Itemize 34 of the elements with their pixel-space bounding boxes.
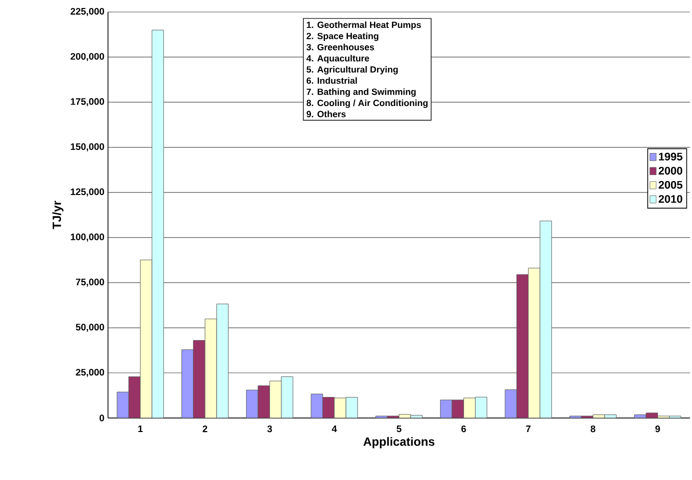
- x-tick-label: 3: [267, 426, 272, 432]
- x-axis-title: Applications: [363, 437, 434, 448]
- legend-label: 1995: [659, 152, 682, 160]
- annotation: 6. Industrial: [306, 77, 357, 84]
- x-tick-label: 1: [138, 426, 143, 432]
- y-tick-label: 200,000: [70, 53, 104, 62]
- x-tick-label: 5: [396, 426, 402, 432]
- y-tick-label: 125,000: [70, 188, 104, 196]
- y-tick-label: 100,000: [70, 234, 104, 242]
- legend-label: 2000: [658, 166, 682, 175]
- x-tick-label: 7: [526, 426, 531, 432]
- y-tick-label: 175,000: [70, 98, 104, 106]
- annotation: 2. Space Heating: [306, 32, 378, 41]
- y-tick-label: 50,000: [76, 324, 104, 332]
- annotation: 7. Bathing and Swimming: [306, 88, 416, 97]
- annotation: 8. Cooling / Air Conditioning: [306, 100, 428, 108]
- y-tick-label: 150,000: [70, 143, 104, 152]
- annotation: 4. Aquaculture: [306, 54, 370, 64]
- x-tick-label: 8: [590, 426, 596, 432]
- legend-label: 2005: [658, 180, 682, 189]
- y-axis-title: TJ/yr: [52, 200, 64, 230]
- annotation: 5. Agricultural Drying: [306, 66, 398, 74]
- y-tick-label: 25,000: [76, 368, 104, 377]
- y-tick-label: 225,000: [70, 8, 104, 16]
- x-tick-label: 9: [655, 426, 660, 432]
- y-tick-label: 0: [100, 414, 104, 422]
- x-tick-label: 2: [202, 426, 208, 432]
- x-tick-label: 4: [332, 426, 337, 432]
- annotation: 9. Others: [306, 110, 346, 118]
- x-tick-label: 6: [461, 426, 466, 432]
- annotation: 3. Greenhouses: [306, 44, 374, 50]
- annotation: 1. Geothermal Heat Pumps: [306, 21, 421, 30]
- y-tick-label: 75,000: [76, 278, 104, 287]
- legend-label: 2010: [658, 195, 682, 203]
